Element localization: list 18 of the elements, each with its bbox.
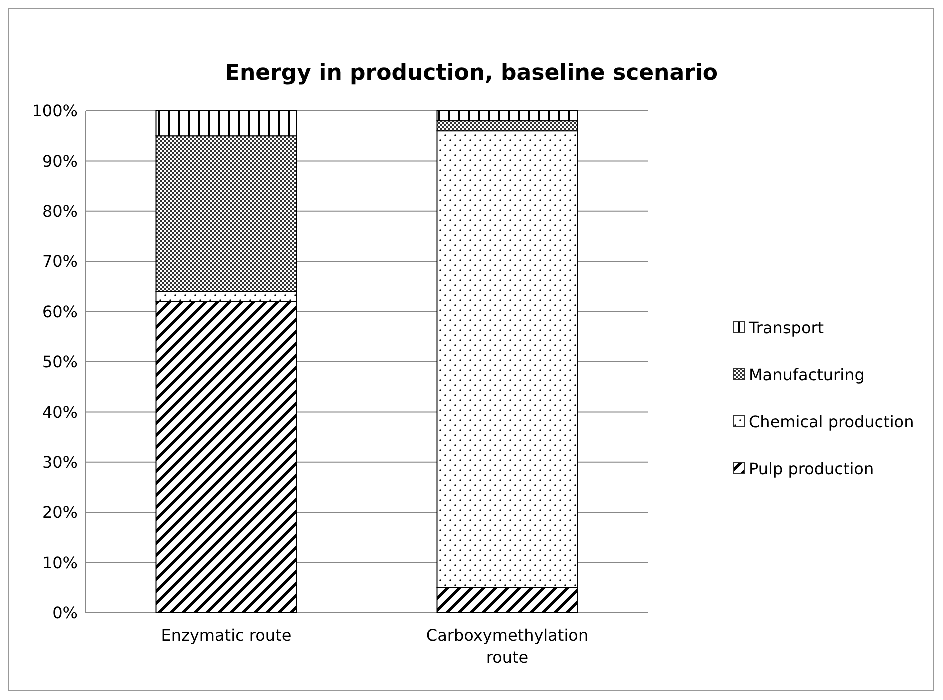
y-tick-label: 100% (32, 102, 78, 121)
y-tick-label: 40% (42, 402, 78, 422)
legend-label: Manufacturing (749, 366, 865, 385)
y-tick-label: 50% (42, 352, 78, 372)
y-tick-label: 60% (42, 302, 78, 322)
y-tick-label: 0% (52, 604, 78, 623)
y-tick-label: 10% (42, 553, 78, 572)
chart-title: Energy in production, baseline scenario (224, 61, 718, 86)
x-tick-label: Enzymatic route (161, 626, 292, 645)
legend-label: Chemical production (749, 412, 914, 432)
y-tick-label: 20% (42, 503, 78, 522)
y-tick-label: 30% (42, 453, 78, 472)
y-tick-label: 70% (42, 252, 78, 272)
legend-label: Transport (748, 318, 824, 338)
legend-label: Pulp production (749, 460, 874, 479)
y-tick-label: 90% (42, 152, 78, 171)
y-tick-label: 80% (42, 202, 78, 221)
x-tick-label: Carboxymethylation route (426, 626, 589, 667)
